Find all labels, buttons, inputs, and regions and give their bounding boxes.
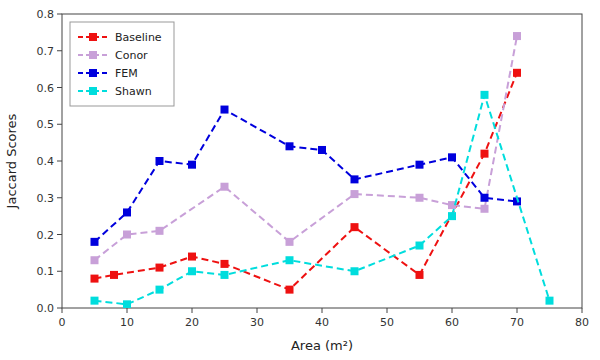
y-tick bbox=[57, 87, 62, 88]
y-tick bbox=[57, 161, 62, 162]
marker bbox=[513, 69, 521, 77]
marker bbox=[91, 275, 99, 283]
marker bbox=[156, 286, 164, 294]
marker bbox=[221, 106, 229, 114]
legend-marker bbox=[89, 33, 97, 41]
x-tick-label: 70 bbox=[510, 316, 524, 329]
y-axis: 0.0 0.1 0.2 0.3 0.4 0.5 0.6 0.7 0.8 Jaccard Score… bbox=[4, 8, 62, 315]
x-tick bbox=[62, 308, 63, 313]
chart: 01020304050607080Area (m²)0.00.10.20.30.… bbox=[0, 0, 600, 360]
x-tick-label: 30 bbox=[250, 316, 264, 329]
marker bbox=[221, 271, 229, 279]
legend: Baseline Conor FEM Shawn bbox=[70, 22, 174, 106]
x-tick bbox=[322, 308, 323, 313]
series bbox=[91, 106, 522, 246]
marker bbox=[221, 260, 229, 268]
marker bbox=[481, 150, 489, 158]
marker bbox=[123, 300, 131, 308]
series bbox=[91, 91, 554, 308]
x-tick bbox=[582, 308, 583, 313]
y-tick-label: 0.2 bbox=[37, 229, 55, 242]
x-tick-label: 50 bbox=[380, 316, 394, 329]
y-tick-label: 0.3 bbox=[37, 192, 55, 205]
marker bbox=[416, 271, 424, 279]
marker bbox=[448, 212, 456, 220]
x-tick-label: 80 bbox=[575, 316, 589, 329]
series-line bbox=[95, 95, 550, 304]
legend-label: Baseline bbox=[115, 31, 162, 44]
legend-box bbox=[70, 22, 174, 106]
x-tick bbox=[452, 308, 453, 313]
marker bbox=[416, 194, 424, 202]
legend-label: Conor bbox=[115, 49, 148, 62]
marker bbox=[91, 297, 99, 305]
x-tick bbox=[517, 308, 518, 313]
marker bbox=[286, 286, 294, 294]
marker bbox=[513, 32, 521, 40]
x-tick bbox=[387, 308, 388, 313]
marker bbox=[156, 227, 164, 235]
y-tick bbox=[57, 14, 62, 15]
background bbox=[0, 0, 600, 360]
marker bbox=[110, 271, 118, 279]
marker bbox=[286, 142, 294, 150]
marker bbox=[188, 267, 196, 275]
marker bbox=[156, 157, 164, 165]
marker bbox=[481, 91, 489, 99]
marker bbox=[188, 253, 196, 261]
y-tick bbox=[57, 234, 62, 235]
marker bbox=[123, 208, 131, 216]
y-tick bbox=[57, 308, 62, 309]
x-axis-label: Area (m²) bbox=[291, 338, 353, 353]
x-tick bbox=[257, 308, 258, 313]
x-tick-label: 0 bbox=[59, 316, 66, 329]
marker bbox=[481, 205, 489, 213]
marker bbox=[481, 194, 489, 202]
marker bbox=[351, 223, 359, 231]
y-tick-label: 0.4 bbox=[37, 155, 55, 168]
x-tick-label: 10 bbox=[120, 316, 134, 329]
marker bbox=[416, 242, 424, 250]
marker bbox=[448, 153, 456, 161]
legend-marker bbox=[89, 51, 97, 59]
y-tick-label: 0.6 bbox=[37, 82, 55, 95]
x-tick-label: 20 bbox=[185, 316, 199, 329]
y-axis-label: Jaccard Scores bbox=[4, 113, 19, 209]
y-tick-label: 0.1 bbox=[37, 265, 55, 278]
marker bbox=[416, 161, 424, 169]
marker bbox=[546, 297, 554, 305]
legend-label: FEM bbox=[115, 67, 138, 80]
x-tick-label: 40 bbox=[315, 316, 329, 329]
y-tick bbox=[57, 197, 62, 198]
marker bbox=[351, 267, 359, 275]
legend-label: Shawn bbox=[115, 85, 152, 98]
plot-frame bbox=[62, 14, 582, 308]
x-tick-label: 60 bbox=[445, 316, 459, 329]
series-line bbox=[95, 110, 518, 242]
y-tick-label: 0.0 bbox=[37, 302, 55, 315]
marker bbox=[188, 161, 196, 169]
x-tick bbox=[127, 308, 128, 313]
x-axis: 0 10 20 30 40 50 60 70 80 Area (m²) bbox=[59, 308, 590, 353]
marker bbox=[221, 183, 229, 191]
marker bbox=[91, 256, 99, 264]
legend-marker bbox=[89, 69, 97, 77]
marker bbox=[286, 238, 294, 246]
y-tick-label: 0.7 bbox=[37, 45, 55, 58]
marker bbox=[123, 231, 131, 239]
y-tick-label: 0.8 bbox=[37, 8, 55, 21]
marker bbox=[351, 175, 359, 183]
marker bbox=[286, 256, 294, 264]
legend-marker bbox=[89, 87, 97, 95]
y-tick bbox=[57, 124, 62, 125]
marker bbox=[318, 146, 326, 154]
marker bbox=[91, 238, 99, 246]
marker bbox=[156, 264, 164, 272]
marker bbox=[351, 190, 359, 198]
y-tick bbox=[57, 50, 62, 51]
y-tick-label: 0.5 bbox=[37, 118, 55, 131]
y-tick bbox=[57, 271, 62, 272]
x-tick bbox=[192, 308, 193, 313]
